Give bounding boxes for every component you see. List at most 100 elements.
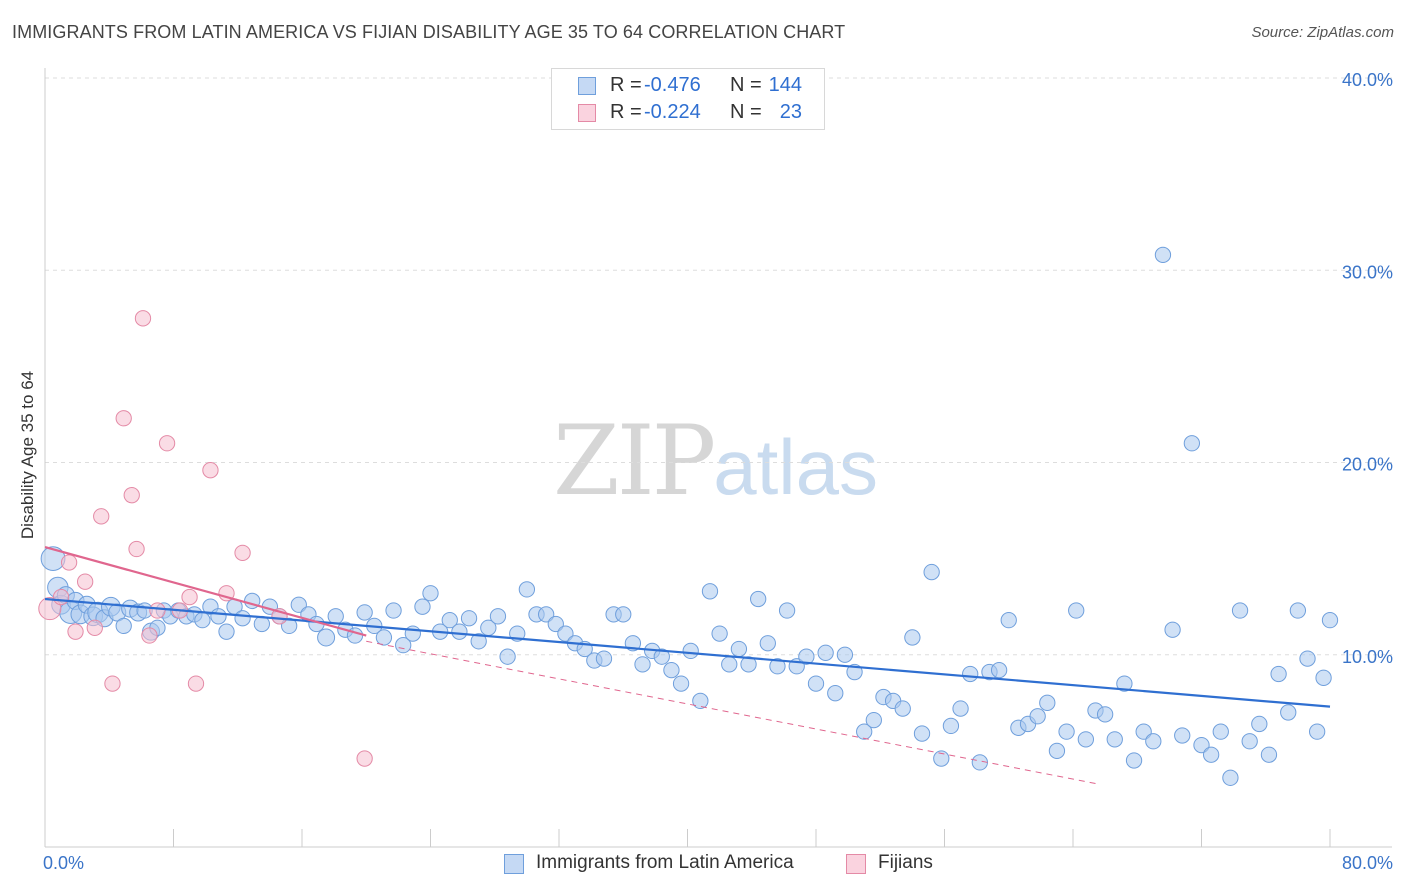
data-point-immigrants	[817, 644, 834, 661]
data-point-fijians	[134, 310, 152, 327]
data-point-fijians	[187, 675, 205, 692]
legend-swatch-fijians	[846, 854, 866, 874]
data-point-immigrants	[1202, 746, 1220, 763]
data-point-immigrants	[1251, 715, 1268, 733]
data-point-immigrants	[281, 617, 298, 635]
data-point-immigrants	[663, 661, 680, 679]
legend-n-value: 144	[768, 74, 802, 96]
data-point-fijians	[356, 750, 373, 767]
data-point-immigrants	[1116, 675, 1133, 692]
data-point-fijians	[93, 508, 110, 525]
tick-labels: 10.0% 20.0% 30.0% 40.0% 0.0% 80.0%	[43, 70, 1393, 873]
data-point-fijians	[234, 544, 251, 562]
correlation-legend: R = -0.476 N = 144 R = -0.224 N = 23	[551, 68, 825, 130]
trend-line-fijians	[44, 546, 367, 637]
data-point-immigrants	[210, 608, 227, 625]
data-point-immigrants	[595, 650, 613, 667]
data-point-immigrants	[547, 615, 564, 633]
data-point-immigrants	[356, 604, 373, 621]
data-point-immigrants	[740, 656, 757, 673]
data-point-immigrants	[730, 640, 748, 658]
watermark-atlas: atlas	[713, 423, 878, 511]
data-point-immigrants	[422, 585, 439, 602]
data-point-fijians	[158, 435, 176, 452]
data-point-immigrants	[1077, 731, 1094, 748]
data-point-immigrants	[1321, 611, 1339, 629]
data-point-immigrants	[923, 563, 940, 581]
data-point-immigrants	[1289, 602, 1307, 619]
data-point-immigrants	[404, 625, 421, 642]
data-point-fijians	[141, 627, 158, 644]
data-point-immigrants	[451, 623, 468, 640]
data-point-immigrants	[1058, 723, 1075, 740]
data-point-immigrants	[1183, 435, 1201, 452]
data-point-immigrants	[115, 617, 132, 635]
y-tick-label: 10.0%	[1342, 647, 1393, 667]
data-point-immigrants	[1048, 742, 1066, 760]
data-point-immigrants	[721, 656, 738, 673]
trend-line-immigrants	[44, 597, 1331, 708]
series-immigrants-points	[40, 246, 1339, 786]
legend-label-fijians: Fijians	[878, 852, 933, 873]
data-point-fijians	[86, 619, 103, 636]
data-point-immigrants	[750, 590, 767, 608]
data-point-fijians	[52, 588, 70, 606]
data-point-immigrants	[634, 656, 651, 673]
data-point-immigrants	[317, 628, 336, 647]
data-point-immigrants	[1096, 706, 1114, 723]
data-point-fijians	[77, 573, 94, 590]
data-point-immigrants	[653, 648, 670, 665]
data-point-immigrants	[1164, 621, 1181, 638]
data-point-immigrants	[962, 665, 979, 683]
data-point-immigrants	[778, 602, 796, 619]
data-point-immigrants	[1029, 708, 1046, 725]
data-point-immigrants	[1222, 769, 1239, 786]
data-point-immigrants	[1315, 669, 1332, 686]
axes	[44, 68, 1392, 848]
data-point-immigrants	[1299, 650, 1316, 667]
data-point-immigrants	[942, 717, 960, 735]
series-legend: Immigrants from Latin America Fijians	[0, 852, 1406, 878]
watermark-zip: ZIP	[553, 405, 716, 517]
data-point-immigrants	[990, 661, 1008, 679]
data-point-immigrants	[460, 610, 478, 627]
data-point-immigrants	[234, 610, 251, 627]
legend-r-label: R =	[610, 101, 642, 123]
data-point-immigrants	[395, 636, 412, 654]
data-point-immigrants	[489, 608, 507, 625]
legend-r-label: R =	[610, 74, 642, 96]
gridlines	[45, 77, 1392, 656]
data-point-fijians	[202, 462, 219, 479]
data-point-immigrants	[711, 625, 728, 642]
data-point-immigrants	[692, 692, 709, 710]
legend-swatch-blue	[578, 77, 596, 95]
data-point-immigrants	[290, 596, 307, 613]
data-point-immigrants	[913, 725, 931, 742]
data-point-immigrants	[1106, 731, 1123, 748]
data-point-fijians	[181, 588, 198, 606]
y-tick-label: 30.0%	[1342, 262, 1393, 282]
y-tick-label: 40.0%	[1342, 70, 1393, 90]
data-point-immigrants	[470, 633, 487, 650]
data-point-immigrants	[769, 658, 786, 675]
data-point-immigrants	[807, 675, 825, 692]
data-point-fijians	[104, 675, 121, 692]
data-point-immigrants	[327, 608, 344, 625]
data-point-fijians	[38, 597, 62, 621]
data-point-immigrants	[1280, 704, 1297, 721]
trend-lines	[44, 546, 1331, 785]
watermark: ZIPatlas	[553, 405, 878, 517]
data-point-immigrants	[218, 623, 235, 640]
data-point-immigrants	[759, 635, 776, 652]
source-label: Source: ZipAtlas.com	[1251, 24, 1394, 41]
data-point-immigrants	[1193, 736, 1210, 754]
data-point-immigrants	[701, 583, 719, 600]
x-tick-label: 0.0%	[43, 853, 84, 873]
data-point-immigrants	[865, 711, 882, 729]
data-point-immigrants	[615, 606, 632, 623]
data-point-immigrants	[499, 648, 516, 665]
data-point-immigrants	[1154, 246, 1172, 264]
data-point-immigrants	[1125, 752, 1143, 769]
chart-title: IMMIGRANTS FROM LATIN AMERICA VS FIJIAN …	[12, 22, 846, 42]
data-point-fijians	[149, 602, 166, 619]
